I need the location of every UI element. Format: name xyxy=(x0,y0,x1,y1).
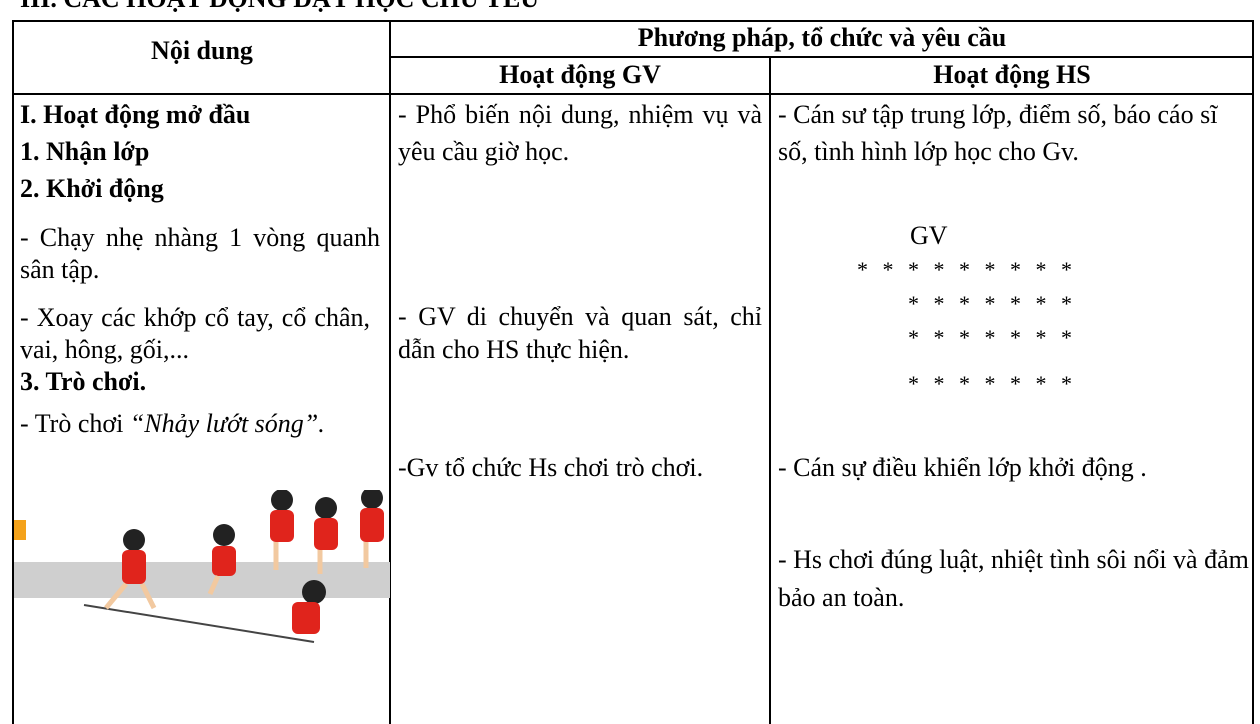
border xyxy=(12,93,1254,95)
border xyxy=(389,20,391,724)
paragraph: - Xoay các khớp cổ tay, cổ chân, vai, hô… xyxy=(20,303,370,364)
border xyxy=(1252,20,1254,724)
formation-row: * * * * * * * * * xyxy=(857,257,1072,282)
border xyxy=(12,20,14,724)
paragraph: - Trò chơi “Nhảy lướt sóng”. xyxy=(20,401,380,447)
paragraph: - Chạy nhẹ nhàng 1 vòng quanh sân tập. xyxy=(20,223,380,284)
formation-row: * * * * * * * xyxy=(908,325,1072,350)
header-method: Phương pháp, tổ chức và yêu cầu xyxy=(637,23,1007,52)
header-hs: Hoạt động HS xyxy=(933,60,1091,89)
formation-row: * * * * * * * xyxy=(908,291,1072,316)
section: 3. Trò chơi. xyxy=(20,367,147,396)
paragraph: - Hs chơi đúng luật, nhiệt tình sôi nổi … xyxy=(778,545,1249,612)
formation-row: * * * * * * * xyxy=(908,371,1072,396)
header-content: Nội dung xyxy=(151,36,253,65)
border xyxy=(12,20,1254,22)
section: 1. Nhận lớp xyxy=(20,137,150,166)
section: 2. Khởi động xyxy=(20,174,164,203)
formation-label: GV xyxy=(910,221,948,250)
paragraph: - Cán sự điều khiển lớp khởi động . xyxy=(778,453,1147,482)
paragraph: - Cán sư tập trung lớp, điểm số, báo cáo… xyxy=(778,100,1218,166)
border xyxy=(769,56,771,724)
paragraph: -Gv tổ chức Hs chơi trò chơi. xyxy=(398,453,704,482)
section-heading: III. CÁC HOẠT ĐỘNG DẠY HỌC CHỦ YẾU xyxy=(20,0,539,14)
section: I. Hoạt động mở đầu xyxy=(20,100,251,129)
paragraph: - GV di chuyển và quan sát, chỉ dẫn cho … xyxy=(398,302,762,364)
border xyxy=(390,56,1254,58)
section-list: I. Hoạt động mở đầu 1. Nhận lớp 2. Khởi … xyxy=(20,96,380,207)
game-name: “Nhảy lướt sóng”. xyxy=(129,409,325,438)
text: - Trò chơi xyxy=(20,409,130,438)
paragraph: - Phổ biến nội dung, nhiệm vụ và yêu cầu… xyxy=(398,100,762,166)
game-illustration xyxy=(14,490,390,643)
header-gv: Hoạt động GV xyxy=(499,60,661,89)
